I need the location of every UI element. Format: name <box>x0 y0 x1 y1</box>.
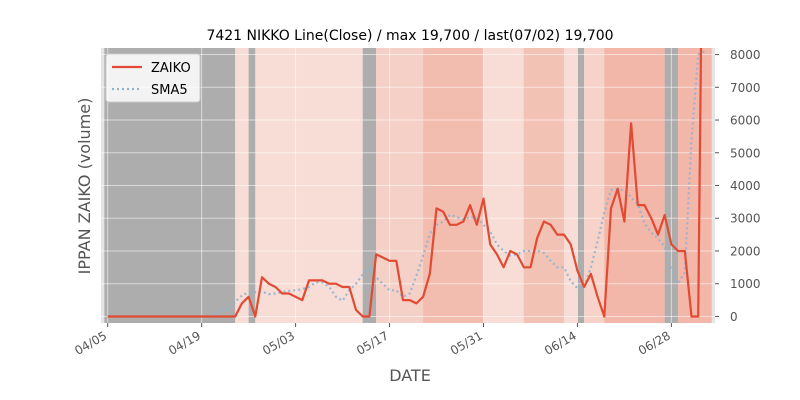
y-axis: 0 1000 2000 3000 4000 5000 6000 7000 8000 <box>715 48 761 324</box>
y-tick-label-3: 3000 <box>730 212 761 226</box>
x-tick-label-5: 06/14 <box>542 328 579 357</box>
legend-zaiko-label: ZAIKO <box>151 61 191 76</box>
legend-sma5-label: SMA5 <box>151 83 188 98</box>
x-tick-label-2: 05/03 <box>260 328 297 357</box>
x-tick-label-3: 05/17 <box>354 328 391 357</box>
y-tick-label-1: 1000 <box>730 277 761 291</box>
legend: ZAIKO SMA5 <box>105 53 201 103</box>
series-line-zaiko <box>107 48 703 318</box>
y-tick-label-2: 2000 <box>730 244 761 258</box>
x-tick-label-4: 05/31 <box>448 328 485 357</box>
y-tick-label-0: 0 <box>730 310 738 324</box>
x-tick-label-0: 04/05 <box>72 328 109 357</box>
y-axis-label: IPPAN ZAIKO (volume) <box>75 98 94 275</box>
grid-lines <box>101 48 715 323</box>
x-axis-label: DATE <box>389 366 431 385</box>
series-layer <box>107 48 706 318</box>
chart-title: 7421 NIKKO Line(Close) / max 19,700 / la… <box>206 28 613 44</box>
y-tick-label-5: 5000 <box>730 146 761 160</box>
y-tick-label-6: 6000 <box>730 114 761 128</box>
x-tick-label-1: 04/19 <box>166 328 203 357</box>
y-tick-label-8: 8000 <box>730 48 761 62</box>
y-tick-label-7: 7000 <box>730 81 761 95</box>
x-axis: 04/05 04/19 05/03 05/17 05/31 06/14 06/28 <box>72 323 673 358</box>
y-tick-label-4: 4000 <box>730 179 761 193</box>
x-tick-label-6: 06/28 <box>636 328 673 357</box>
series-line-sma5 <box>107 50 706 318</box>
